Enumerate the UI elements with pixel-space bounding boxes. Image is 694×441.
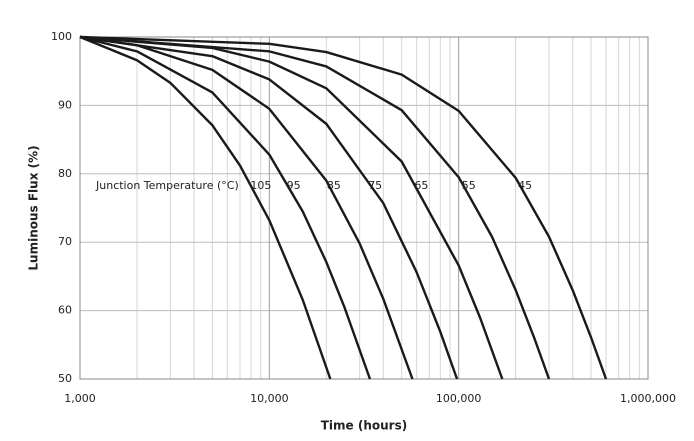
x-axis-title: Time (hours) xyxy=(321,419,407,433)
series-label: 75 xyxy=(368,179,382,192)
series-label: 95 xyxy=(287,179,301,192)
series-line xyxy=(79,35,372,380)
y-tick-label: 90 xyxy=(58,98,72,111)
series-label: 55 xyxy=(462,179,476,192)
series-line xyxy=(79,35,332,380)
series-line xyxy=(79,35,608,380)
series-line xyxy=(79,35,504,380)
plot-frame xyxy=(79,36,649,380)
y-tick-label: 80 xyxy=(58,167,72,180)
series-label: 65 xyxy=(414,179,428,192)
y-axis-title: Luminous Flux (%) xyxy=(27,145,41,270)
x-tick-label: 1,000 xyxy=(64,392,96,405)
series-label: 45 xyxy=(518,179,532,192)
y-tick-label: 70 xyxy=(58,235,72,248)
x-tick-label: 10,000 xyxy=(250,392,289,405)
series-line xyxy=(79,35,459,380)
y-tick-label: 60 xyxy=(58,304,72,317)
y-tick-label: 50 xyxy=(58,372,72,385)
y-tick-label: 100 xyxy=(51,30,72,43)
series-line xyxy=(79,35,551,380)
annotation: Junction Temperature (°C) xyxy=(95,179,239,192)
x-tick-label: 1,000,000 xyxy=(620,392,676,405)
x-tick-label: 100,000 xyxy=(436,392,482,405)
series-label: 105 xyxy=(250,179,271,192)
series-line xyxy=(79,35,414,380)
series-label: 85 xyxy=(327,179,341,192)
